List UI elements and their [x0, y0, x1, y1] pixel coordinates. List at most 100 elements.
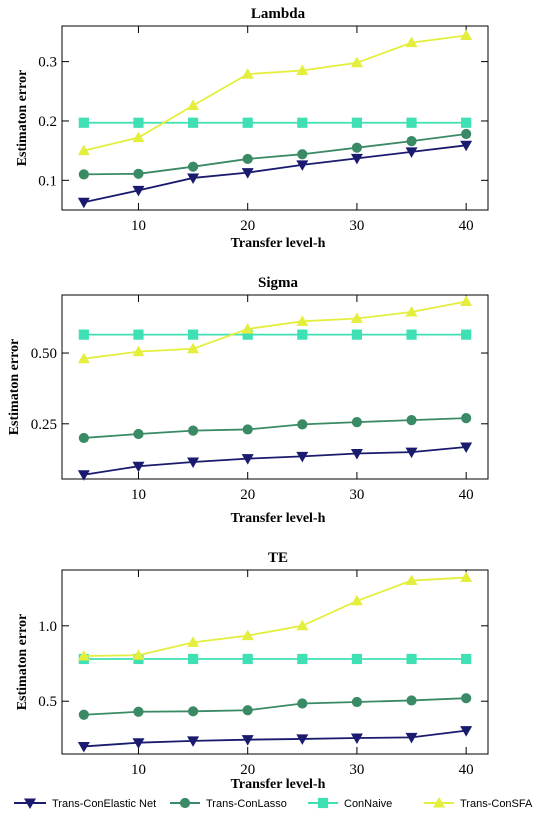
- data-point-trans-conelastic-net: [460, 726, 473, 737]
- panel-te: TE Transfer level-h Estimaton error 10 20…: [15, 550, 489, 792]
- panel-title: Sigma: [258, 275, 299, 291]
- panel-lambda: Lambda Transfer level-h Estimaton error …: [15, 6, 489, 251]
- data-point-trans-conlasso: [133, 428, 144, 440]
- legend-item: Trans-ConLasso: [170, 797, 287, 810]
- x-axis-label: Transfer level-h: [231, 777, 326, 792]
- data-point-trans-consfa: [405, 305, 418, 317]
- legend-marker: [179, 797, 191, 809]
- data-point-trans-conelastic-net: [350, 733, 363, 745]
- data-point-connaive: [242, 653, 253, 665]
- data-point-connaive: [297, 329, 308, 340]
- data-point-trans-conelastic-net: [77, 470, 90, 481]
- data-point-trans-conlasso: [297, 149, 308, 160]
- series-marks: [77, 571, 473, 753]
- data-point-trans-conlasso: [406, 136, 417, 147]
- data-point-connaive: [187, 653, 199, 665]
- legend-item: Trans-ConElastic Net: [14, 798, 156, 810]
- data-point-trans-conelastic-net: [77, 741, 90, 753]
- data-point-trans-conelastic-net: [132, 185, 145, 197]
- data-point-trans-conelastic-net: [187, 736, 200, 747]
- x-tick-label: 40: [459, 762, 474, 778]
- data-point-trans-conlasso: [242, 153, 253, 165]
- x-tick-label: 20: [240, 218, 255, 234]
- data-point-connaive: [406, 117, 417, 128]
- data-point-connaive: [133, 329, 144, 340]
- y-tick-label: 0.50: [31, 346, 57, 362]
- panel-sigma: Sigma Transfer level-h Estimaton error 1…: [7, 275, 489, 526]
- data-point-trans-consfa: [296, 64, 309, 76]
- y-tick-label: 0.1: [38, 173, 57, 189]
- data-point-connaive: [351, 329, 363, 340]
- data-point-trans-consfa: [296, 315, 309, 326]
- legend-label: Trans-ConElastic Net: [52, 798, 156, 810]
- data-point-trans-conlasso: [351, 696, 363, 708]
- data-point-trans-conlasso: [78, 432, 89, 444]
- data-point-trans-conlasso: [297, 419, 308, 430]
- x-tick-label: 40: [459, 218, 474, 234]
- data-point-connaive: [242, 117, 253, 128]
- data-point-connaive: [187, 329, 199, 340]
- data-point-trans-consfa: [405, 574, 418, 586]
- data-point-trans-conelastic-net: [241, 168, 254, 179]
- data-point-connaive: [461, 329, 472, 340]
- legend-item: ConNaive: [308, 797, 392, 810]
- data-point-trans-conelastic-net: [405, 732, 418, 744]
- legend-label: ConNaive: [344, 798, 392, 810]
- y-tick-label: 0.5: [38, 694, 57, 710]
- data-point-trans-conlasso: [187, 425, 199, 436]
- data-point-trans-conlasso: [461, 693, 472, 704]
- data-point-trans-conelastic-net: [296, 160, 309, 171]
- data-point-trans-conelastic-net: [296, 451, 309, 463]
- data-point-trans-conlasso: [187, 706, 199, 717]
- data-point-trans-consfa: [241, 322, 254, 334]
- data-point-trans-conlasso: [133, 168, 144, 179]
- series-marks: [77, 29, 473, 209]
- data-point-trans-conelastic-net: [405, 147, 418, 158]
- axis-ticks: 10 20 30 40 0.1 0.2 0.3: [38, 26, 488, 234]
- data-point-trans-conlasso: [406, 695, 417, 706]
- data-point-trans-conelastic-net: [241, 735, 254, 746]
- data-point-trans-conelastic-net: [350, 153, 363, 165]
- legend-marker: [433, 797, 445, 808]
- data-point-connaive: [406, 653, 417, 665]
- axis-ticks: 10 20 30 40 0.25 0.50: [31, 295, 488, 503]
- legend-marker: [317, 797, 329, 809]
- data-point-connaive: [187, 117, 199, 128]
- data-point-trans-conelastic-net: [241, 454, 254, 465]
- y-tick-label: 0.2: [38, 114, 57, 130]
- data-point-trans-conlasso: [406, 415, 417, 426]
- y-axis-label: Estimaton error: [15, 70, 30, 167]
- data-point-trans-conlasso: [242, 705, 253, 716]
- plot-frame: [61, 294, 489, 480]
- y-axis-label: Estimaton error: [7, 339, 22, 436]
- x-tick-label: 20: [240, 762, 255, 778]
- data-point-trans-consfa: [77, 144, 90, 156]
- data-point-trans-consfa: [241, 629, 254, 641]
- data-point-trans-consfa: [350, 312, 363, 323]
- series-line-trans-conelastic-net: [83, 144, 467, 204]
- data-point-connaive: [297, 653, 308, 665]
- data-point-trans-conlasso: [78, 169, 89, 180]
- data-point-trans-conlasso: [297, 698, 308, 709]
- data-point-trans-conlasso: [351, 142, 363, 153]
- data-point-connaive: [133, 117, 144, 128]
- series-line-trans-conelastic-net: [83, 446, 467, 476]
- series-line-trans-conlasso: [83, 697, 467, 716]
- data-point-trans-consfa: [350, 56, 363, 68]
- y-tick-label: 0.25: [31, 417, 57, 433]
- panel-title: TE: [268, 550, 288, 566]
- data-point-trans-consfa: [405, 36, 418, 48]
- legend-label: Trans-ConSFA: [460, 798, 533, 810]
- data-point-trans-consfa: [296, 619, 309, 631]
- data-point-connaive: [461, 653, 472, 665]
- data-point-trans-consfa: [241, 68, 254, 79]
- legend-item: Trans-ConSFA: [424, 797, 533, 810]
- data-point-trans-conelastic-net: [296, 734, 309, 745]
- y-tick-label: 0.3: [38, 55, 57, 71]
- series-line-trans-consfa: [83, 300, 467, 360]
- legend: Trans-ConElastic Net Trans-ConLasso ConN…: [14, 797, 533, 810]
- x-tick-label: 30: [349, 487, 364, 503]
- data-point-trans-conelastic-net: [460, 442, 473, 454]
- data-point-trans-consfa: [460, 571, 473, 583]
- data-point-trans-conelastic-net: [132, 738, 145, 749]
